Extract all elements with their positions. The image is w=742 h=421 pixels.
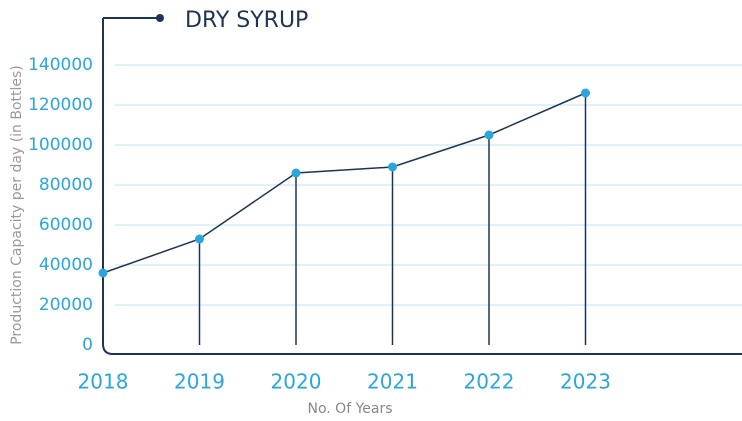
data-point <box>291 168 301 178</box>
data-point <box>388 162 397 172</box>
x-tick-label: 2023 <box>560 370 611 394</box>
data-point <box>98 268 108 278</box>
y-tick-label: 40000 <box>39 255 93 275</box>
data-point <box>484 130 494 140</box>
y-tick-label: 120000 <box>28 95 93 115</box>
x-tick-label: 2021 <box>367 370 418 394</box>
y-tick-label: 20000 <box>39 295 93 315</box>
x-axis-title: No. Of Years <box>307 401 392 417</box>
y-tick-label: 100000 <box>28 135 93 155</box>
x-tick-label: 2019 <box>174 370 225 394</box>
x-tick-label: 2020 <box>271 370 322 394</box>
chart-title: DRY SYRUP <box>185 8 308 33</box>
y-tick-label: 0 <box>82 335 93 355</box>
y-tick-label: 80000 <box>39 175 93 195</box>
y-tick-label: 140000 <box>28 55 93 75</box>
y-axis-title: Production Capacity per day (in Bottles) <box>9 65 25 345</box>
x-tick-label: 2022 <box>464 370 515 394</box>
series-line <box>102 92 586 274</box>
title-dot <box>156 14 164 22</box>
data-point <box>581 88 590 98</box>
x-tick-label: 2018 <box>78 370 129 394</box>
data-point <box>195 234 204 244</box>
y-tick-label: 60000 <box>39 215 93 235</box>
